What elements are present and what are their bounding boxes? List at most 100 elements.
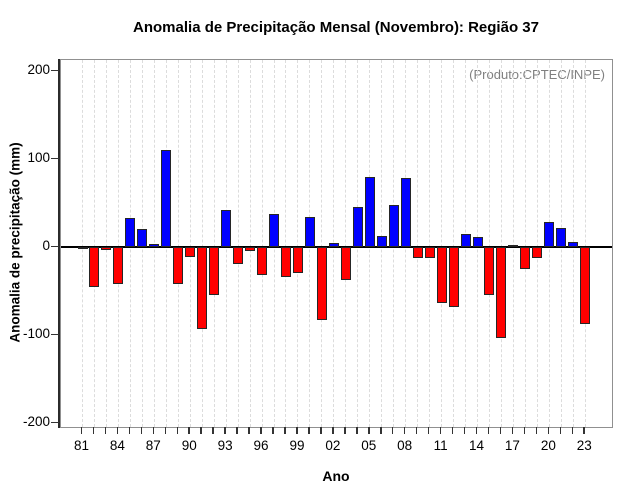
x-tick [212,427,214,434]
x-tick-label: 81 [73,438,90,453]
bar-94 [233,247,244,264]
bar-97 [269,214,280,247]
x-tick [128,427,131,434]
x-tick-label: 96 [253,438,269,453]
x-tick [380,427,382,434]
y-tick-label: 0 [42,238,50,253]
bar-17 [508,245,519,247]
x-tick [260,427,262,434]
x-tick [80,427,83,434]
gridline-87 [153,60,155,427]
bar-06 [376,235,387,247]
bar-86 [137,229,148,247]
bar-85 [125,217,136,247]
x-tick [92,427,95,434]
gridline-98 [285,60,287,427]
x-tick [415,427,418,434]
gridline-19 [536,60,538,427]
gridline-84 [117,60,119,427]
gridline-12 [453,60,455,427]
gridline-15 [488,60,490,427]
bar-92 [209,247,220,296]
bar-00 [304,217,315,247]
x-tick [523,427,526,434]
x-tick-label: 17 [504,438,520,453]
x-tick [356,427,358,434]
y-tick-label: 200 [27,62,50,77]
bar-13 [460,233,471,247]
y-tick-label: 100 [27,150,50,165]
x-tick-label: 23 [576,438,592,453]
x-tick [152,427,155,434]
x-tick [559,427,562,434]
bar-89 [173,247,184,284]
bar-14 [472,237,483,247]
bar-23 [580,247,591,325]
gridline-91 [201,60,203,427]
x-tick [391,427,394,434]
bar-07 [388,204,399,247]
bar-99 [292,247,303,273]
gridline-89 [177,60,179,427]
bar-90 [185,247,196,257]
gridline-94 [237,60,239,427]
x-tick [499,427,502,434]
bar-82 [89,247,100,288]
y-tick [51,245,59,247]
x-tick [451,427,454,434]
bar-21 [556,227,567,247]
x-tick [344,427,346,434]
bar-08 [400,178,411,247]
x-tick-label: 99 [289,438,305,453]
gridline-11 [441,60,443,427]
gridline-96 [261,60,263,427]
x-tick [403,427,406,434]
gridline-17 [512,60,514,427]
x-tick [463,427,466,434]
x-tick [104,427,107,434]
x-tick-label: 02 [325,438,341,453]
gridline-81 [82,60,83,427]
x-tick [284,427,286,434]
bar-16 [496,247,507,338]
x-tick [188,427,190,434]
gridline-83 [105,60,107,427]
x-tick [535,427,538,434]
bar-83 [101,247,112,250]
bar-18 [520,247,531,269]
bar-05 [364,177,375,247]
x-tick [200,427,202,434]
bar-01 [316,247,327,321]
bar-19 [532,247,543,258]
bar-11 [436,247,447,304]
gridline-09 [417,60,419,427]
x-tick-label: 20 [540,438,556,453]
y-tick-label: -100 [22,326,50,341]
y-tick [51,421,59,423]
y-tick [51,69,59,71]
x-tick [368,427,370,434]
bar-20 [544,222,555,247]
chart-title: Anomalia de Precipitação Mensal (Novembr… [133,19,539,36]
gridline-03 [345,60,347,427]
gridline-82 [93,60,95,427]
bar-91 [197,247,208,329]
x-tick [224,427,226,434]
x-tick [475,427,478,434]
x-tick-label: 87 [145,438,161,453]
x-tick [116,427,119,434]
gridline-10 [429,60,431,427]
gridline-99 [297,60,299,427]
x-tick [439,427,442,434]
x-tick [511,427,514,434]
bar-04 [352,207,363,247]
bar-09 [412,247,423,258]
bar-10 [424,247,435,258]
y-tick-label: -200 [22,414,50,429]
x-axis-title: Ano [322,468,350,484]
x-tick [248,427,250,434]
gridline-16 [500,60,502,427]
bar-22 [568,241,579,247]
bar-03 [340,247,351,280]
